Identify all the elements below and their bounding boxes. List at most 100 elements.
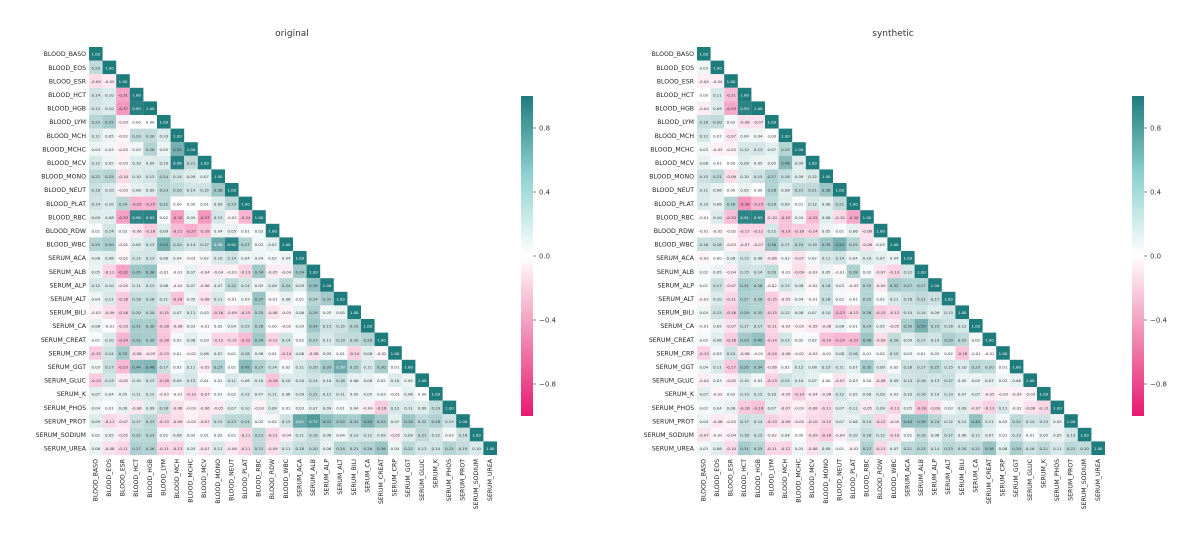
- heatmap-cell: [778, 441, 793, 455]
- heatmap-cell: [765, 414, 779, 428]
- heatmap-cell: [697, 237, 711, 251]
- heatmap-cell: [225, 319, 239, 333]
- cell-value: 0.20: [1080, 446, 1089, 451]
- heatmap-cell: [697, 291, 711, 306]
- cell-value: 0.06: [255, 351, 264, 356]
- cell-value: -0.06: [132, 229, 143, 234]
- heatmap-cell: [941, 373, 956, 387]
- cell-value: 0.09: [91, 419, 100, 424]
- row-label: BLOOD_EOS: [48, 65, 86, 72]
- cell-value: 0.15: [727, 351, 736, 356]
- heatmap-cell: [265, 373, 280, 387]
- cell-value: -0.16: [821, 433, 832, 438]
- cell-value: -0.05: [268, 269, 279, 274]
- row-label: BLOOD_NEUT: [652, 187, 694, 194]
- heatmap-cell: [941, 319, 956, 333]
- column-label: SERUM_GLUC: [1027, 459, 1034, 501]
- cell-value: 0.07: [876, 256, 885, 261]
- cell-value: 0.21: [418, 433, 427, 438]
- heatmap-cell: [347, 319, 361, 333]
- heatmap-cell: [184, 196, 198, 211]
- heatmap-cell: [143, 332, 157, 347]
- cell-value: 0.18: [713, 242, 722, 247]
- heatmap-cell: [982, 387, 997, 401]
- cell-value: 0.21: [350, 446, 359, 451]
- heatmap-cell: [724, 128, 738, 143]
- heatmap-cell: [805, 169, 820, 183]
- cell-value: -0.05: [780, 392, 791, 397]
- cell-value: 0.02: [699, 337, 708, 342]
- row-label: SERUM_CRP: [657, 350, 695, 357]
- cell-value: 0.11: [214, 446, 223, 451]
- cell-value: 0.20: [985, 365, 994, 370]
- cell-value: -0.11: [240, 433, 251, 438]
- cell-value: 0.17: [754, 324, 763, 329]
- heatmap-cell: [225, 223, 239, 238]
- heatmap-cell: [833, 305, 847, 319]
- column-label: BLOOD_MCHC: [188, 459, 195, 503]
- heatmap-cell: [320, 291, 334, 306]
- cell-value: 0.02: [200, 256, 209, 261]
- cell-value: -0.03: [281, 310, 292, 315]
- cell-value: 0.03: [699, 65, 708, 70]
- heatmap-cell: [102, 373, 117, 387]
- heatmap-cell: [724, 441, 738, 455]
- heatmap-cell: [184, 359, 198, 374]
- cell-value: -0.16: [726, 337, 737, 342]
- heatmap-cell: [710, 169, 725, 183]
- cell-value: 0.93: [740, 106, 749, 111]
- heatmap-cell: [279, 346, 293, 360]
- cell-value: -0.01: [268, 297, 279, 302]
- heatmap-cell: [347, 400, 361, 415]
- heatmap-cell: [792, 264, 806, 279]
- heatmap-cell: [941, 387, 956, 401]
- cell-value: 0.13: [91, 106, 100, 111]
- cell-value: 1.00: [91, 52, 100, 57]
- heatmap-cell: [170, 155, 185, 170]
- heatmap-cell: [697, 278, 711, 292]
- heatmap-cell: [819, 414, 833, 428]
- cell-value: 0.16: [917, 392, 926, 397]
- heatmap-cell: [374, 359, 389, 374]
- cell-value: 0.20: [713, 120, 722, 125]
- cell-value: 0.07: [309, 405, 318, 410]
- cell-value: 0.06: [323, 446, 332, 451]
- cell-value: 0.13: [214, 215, 223, 220]
- heatmap-cell: [1077, 427, 1092, 442]
- cell-value: 0.93: [146, 215, 155, 220]
- cell-value: -0.14: [281, 351, 292, 356]
- colorbar: [521, 96, 533, 416]
- cell-value: 0.14: [931, 337, 940, 342]
- heatmap-cell: [102, 210, 117, 224]
- heatmap-cell: [751, 387, 765, 401]
- cell-value: 0.23: [795, 242, 804, 247]
- heatmap-cell: [697, 400, 711, 415]
- cell-value: 0.05: [105, 161, 114, 166]
- cell-value: 0.20: [767, 201, 776, 206]
- heatmap-cell: [1009, 373, 1024, 387]
- cell-value: 0.06: [159, 283, 168, 288]
- heatmap-cell: [1037, 427, 1051, 442]
- heatmap-cell: [388, 414, 402, 428]
- heatmap-cell: [914, 387, 929, 401]
- heatmap-cell: [102, 332, 117, 347]
- cell-value: -0.07: [726, 324, 737, 329]
- heatmap-cell: [928, 427, 942, 442]
- cell-value: 1.00: [377, 337, 386, 342]
- cell-value: 0.22: [159, 201, 168, 206]
- heatmap-cell: [751, 115, 765, 129]
- heatmap-cell: [805, 183, 820, 197]
- heatmap-cell: [157, 210, 171, 224]
- heatmap-cell: [792, 142, 806, 156]
- heatmap-cell: [211, 278, 225, 292]
- heatmap-cell: [211, 264, 225, 279]
- heatmap-cell: [170, 332, 185, 347]
- cell-value: 0.15: [200, 188, 209, 193]
- row-label: BLOOD_ESR: [49, 78, 87, 85]
- row-label: BLOOD_MONO: [41, 174, 86, 181]
- cell-value: -0.12: [268, 337, 279, 342]
- cell-value: 0.16: [740, 433, 749, 438]
- heatmap-cell: [751, 359, 765, 374]
- heatmap-cell: [116, 400, 130, 415]
- cell-value: 0.10: [903, 392, 912, 397]
